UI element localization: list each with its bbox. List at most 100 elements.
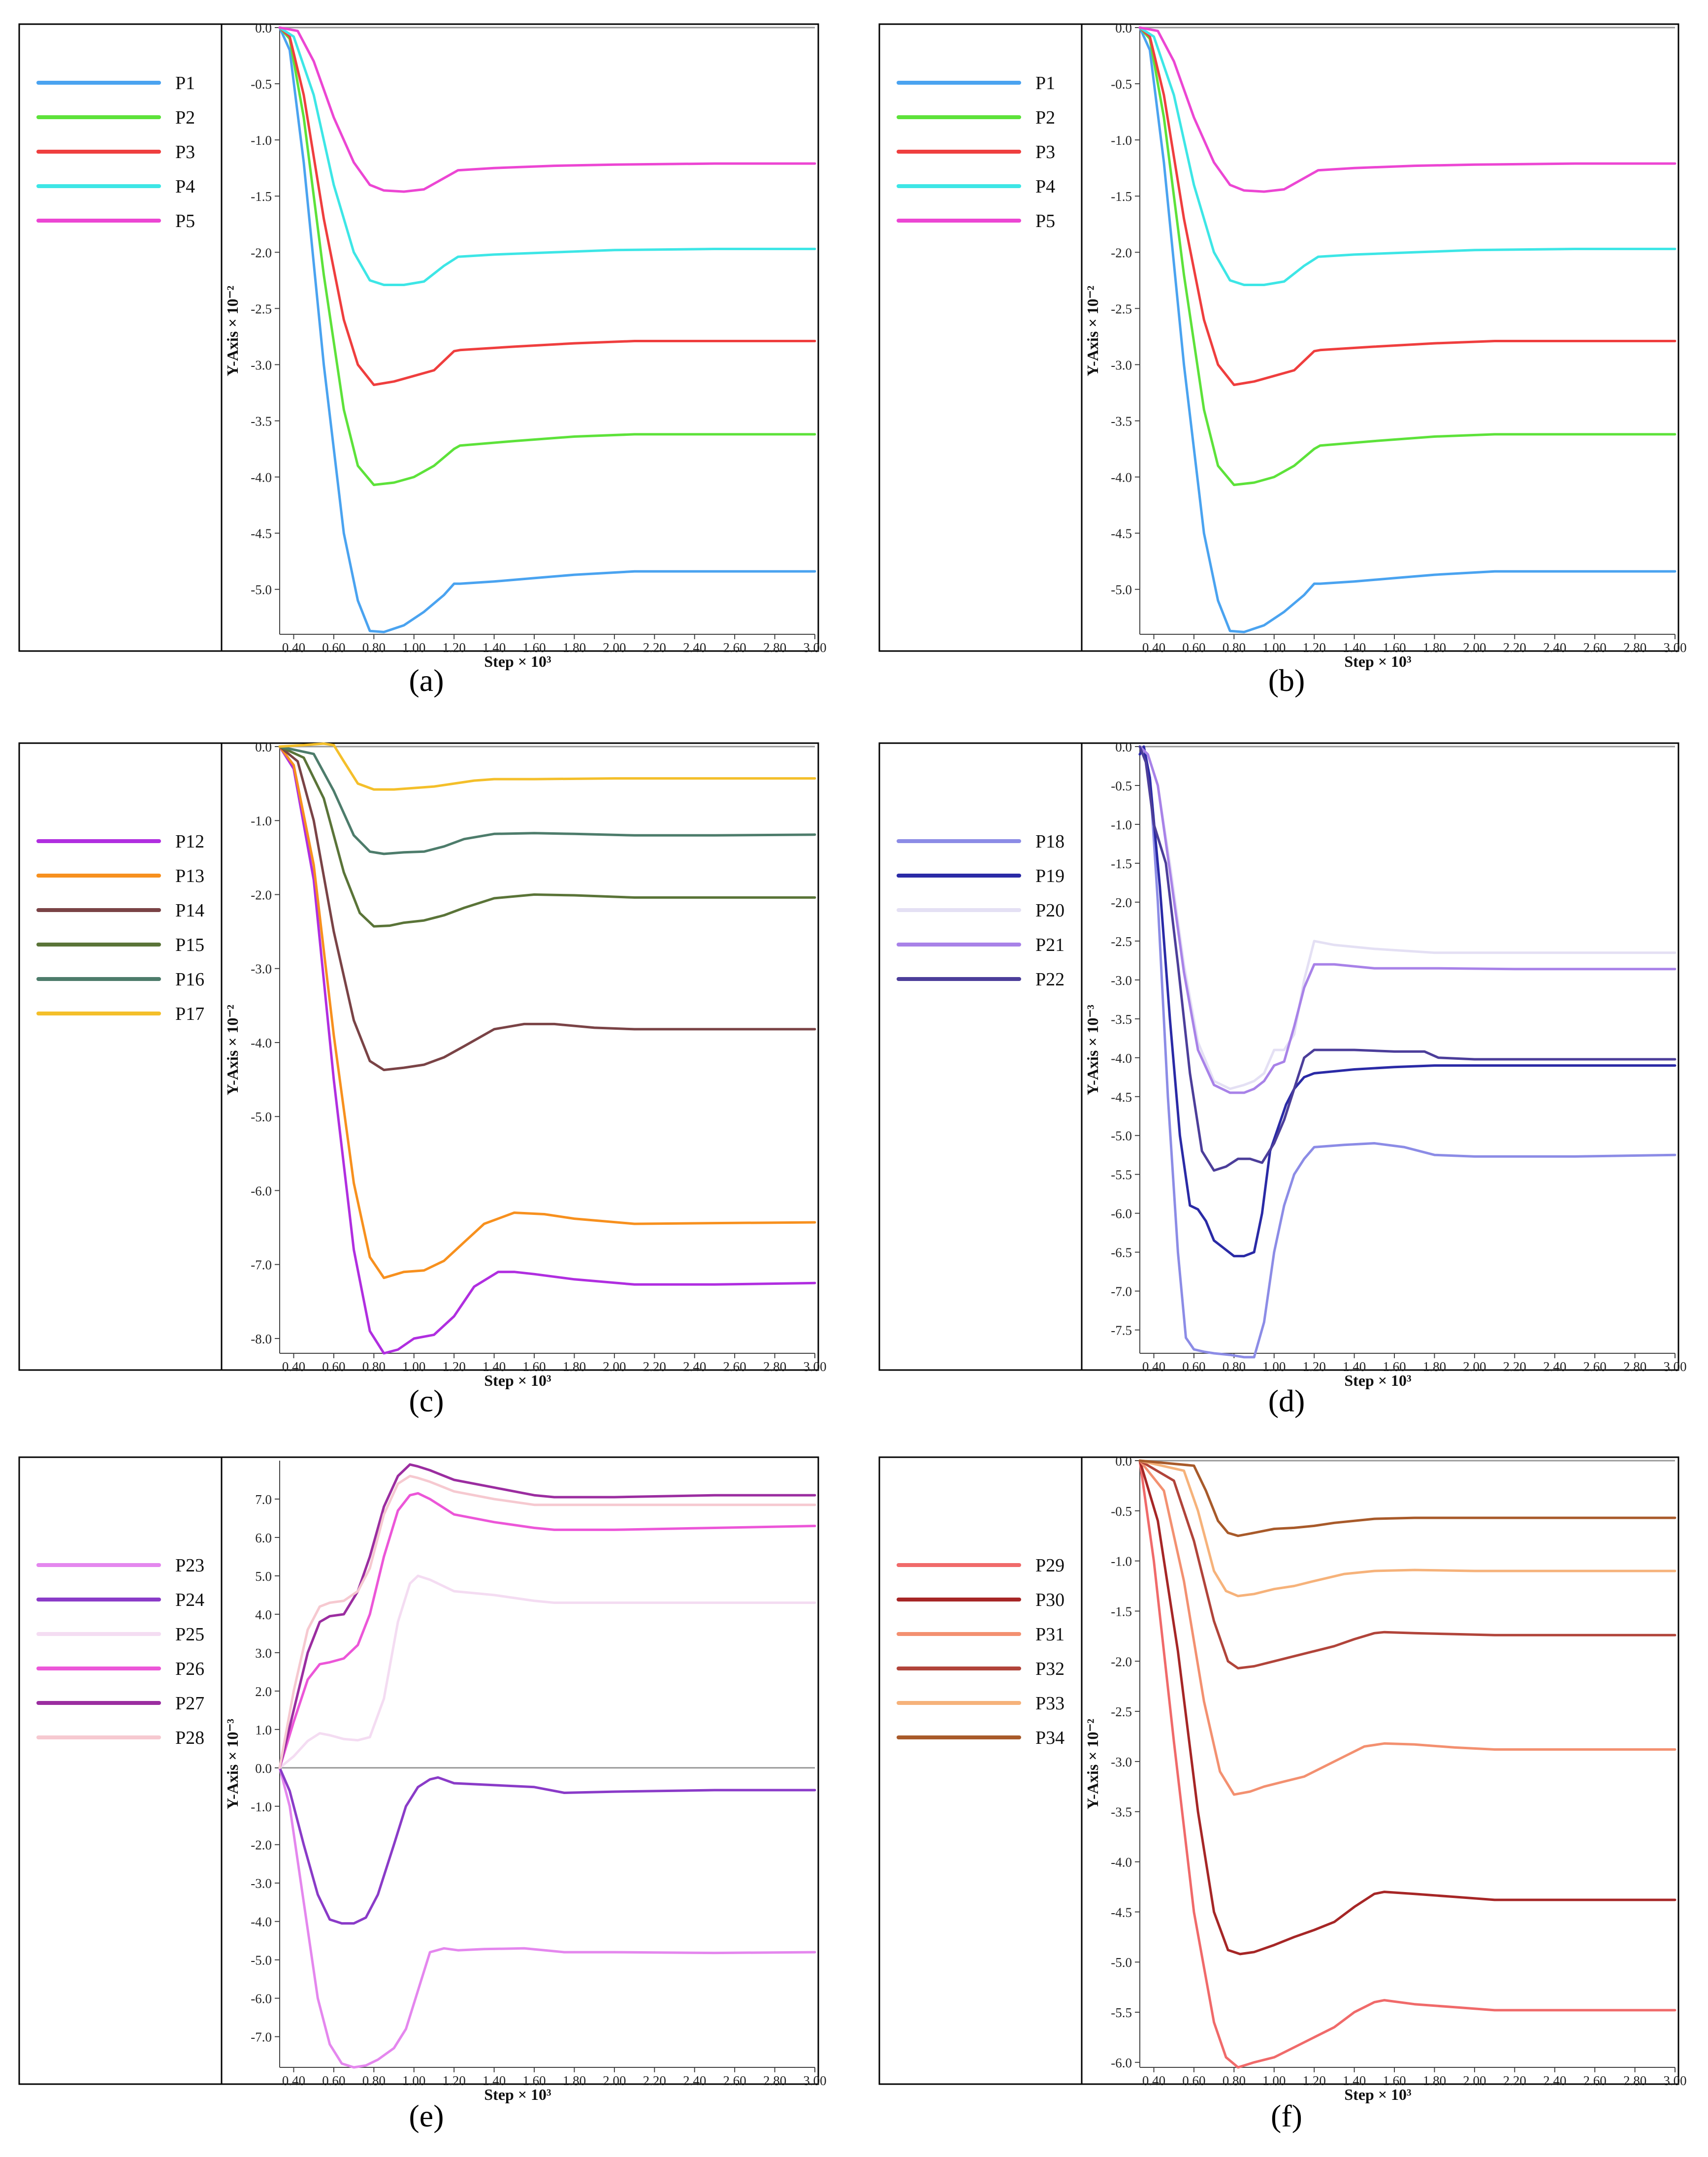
chart-d-ytick-label: -2.5 bbox=[1111, 934, 1132, 949]
chart-b-ytick-label: -5.0 bbox=[1111, 583, 1132, 597]
chart-c-series-p12 bbox=[278, 745, 816, 1355]
chart-b-xtick-label: 3.00 bbox=[1663, 640, 1686, 655]
chart-e-ytick-label: 2.0 bbox=[255, 1684, 272, 1699]
chart-a-ytick-label: -1.0 bbox=[251, 133, 272, 148]
chart-d-xtick-label: 2.40 bbox=[1543, 1359, 1566, 1374]
chart-d-xtick-label: 1.80 bbox=[1423, 1359, 1446, 1374]
chart-b-series-p1 bbox=[1138, 26, 1676, 633]
chart-b-ytick-label: -1.5 bbox=[1111, 189, 1132, 204]
chart-d-ytick-label: -0.5 bbox=[1111, 779, 1132, 793]
chart-a-ytick-label: -4.0 bbox=[251, 470, 272, 485]
chart-c-series-p14 bbox=[278, 745, 816, 1072]
chart-f-ytick-label: 0.0 bbox=[1115, 1454, 1132, 1469]
chart-c-xtick-label: 2.80 bbox=[763, 1359, 786, 1374]
chart-d-ytick-label: -1.0 bbox=[1111, 817, 1132, 832]
chart-b-xtick-label: 0.80 bbox=[1223, 640, 1246, 655]
chart-e-ytick-label: -5.0 bbox=[251, 1953, 272, 1968]
chart-c-ytick-label: -8.0 bbox=[251, 1332, 272, 1346]
chart-f-svg: 0.40 0.60 0.80 1.00 1.20 1.40 1.60 1.80 2.00 2.20… bbox=[878, 1454, 1687, 2103]
chart-b-frame bbox=[878, 23, 1679, 652]
chart-a-ytick-label: -3.0 bbox=[251, 358, 272, 372]
chart-d-xtick-label: 0.80 bbox=[1223, 1359, 1246, 1374]
chart-f-xtick-label: 1.40 bbox=[1343, 2073, 1366, 2088]
chart-a-legend-label-p5: P5 bbox=[175, 211, 195, 231]
chart-b-xtick-label: 1.60 bbox=[1383, 640, 1406, 655]
chart-e-xtick-label: 1.40 bbox=[483, 2073, 506, 2088]
chart-c-ytick-label: -6.0 bbox=[251, 1183, 272, 1198]
chart-c-legend-label-p16: P16 bbox=[175, 969, 204, 990]
chart-a-series-p1 bbox=[278, 26, 816, 633]
chart-b-xtick-label: 1.20 bbox=[1303, 640, 1326, 655]
chart-a-ytick-label: -1.5 bbox=[251, 189, 272, 204]
chart-d-xtick-label: 0.60 bbox=[1182, 1359, 1205, 1374]
chart-e-svg: 0.40 0.60 0.80 1.00 1.20 1.40 1.60 1.80 2.00 2.20… bbox=[18, 1456, 827, 2103]
chart-c-legend-label-p14: P14 bbox=[175, 900, 204, 921]
chart-a-ylabel: Y-Axis × 10⁻² bbox=[224, 286, 241, 376]
chart-f-ytick-label: -5.5 bbox=[1111, 2005, 1132, 2020]
chart-b-xtick-label: 0.40 bbox=[1142, 640, 1165, 655]
chart-b-legend-label-p2: P2 bbox=[1035, 107, 1055, 128]
chart-e-xtick-label: 2.00 bbox=[603, 2073, 626, 2088]
chart-f-series-p29 bbox=[1138, 1459, 1676, 2069]
chart-c-xtick-label: 1.60 bbox=[522, 1359, 546, 1374]
chart-b-ytick-label: -3.0 bbox=[1111, 358, 1132, 372]
chart-f-frame bbox=[878, 1456, 1679, 2085]
caption-d: (d) bbox=[1268, 1383, 1305, 1418]
chart-f-ytick-label: -2.0 bbox=[1111, 1654, 1132, 1669]
chart-f-xtick-label: 2.20 bbox=[1503, 2073, 1526, 2088]
chart-b-series-p4 bbox=[1138, 26, 1676, 286]
chart-f-ytick-label: -0.5 bbox=[1111, 1504, 1132, 1519]
chart-a-ytick-label: -2.5 bbox=[251, 301, 272, 316]
chart-b-xlabel: Step × 10³ bbox=[1344, 653, 1411, 670]
chart-e-xtick-label: 3.00 bbox=[803, 2073, 826, 2088]
chart-e-ytick-label: -3.0 bbox=[251, 1876, 272, 1891]
chart-a-svg: 0.40 0.60 0.80 1.00 1.20 1.40 1.60 1.80 2.00 2.20… bbox=[18, 21, 827, 670]
chart-e-legend-label-p28: P28 bbox=[175, 1728, 204, 1748]
chart-d-ytick-label: -3.5 bbox=[1111, 1012, 1132, 1027]
chart-c-frame bbox=[18, 742, 819, 1371]
chart-a-legend-label-p2: P2 bbox=[175, 107, 195, 128]
chart-c-series-p16 bbox=[278, 745, 816, 855]
chart-a-ytick-label: 0.0 bbox=[255, 21, 272, 35]
chart-e-xtick-label: 1.80 bbox=[563, 2073, 586, 2088]
chart-f-series-p31 bbox=[1138, 1459, 1676, 1796]
chart-a-ytick-label: -5.0 bbox=[251, 583, 272, 597]
chart-a-legend-label-p3: P3 bbox=[175, 142, 195, 163]
chart-d-xtick-label: 2.00 bbox=[1463, 1359, 1486, 1374]
chart-a-legend-label-p4: P4 bbox=[175, 176, 195, 197]
chart-f-ytick-label: -3.0 bbox=[1111, 1755, 1132, 1769]
chart-f-xlabel: Step × 10³ bbox=[1344, 2086, 1411, 2103]
chart-e-series-p24 bbox=[278, 1766, 816, 1925]
chart-d-ytick-label: -2.0 bbox=[1111, 895, 1132, 910]
chart-a-series-p5 bbox=[278, 26, 816, 193]
chart-e-legend-label-p23: P23 bbox=[175, 1555, 204, 1576]
chart-d-series-p22 bbox=[1138, 745, 1676, 1172]
chart-f-xtick-label: 1.00 bbox=[1262, 2073, 1286, 2088]
chart-f-xtick-label: 2.60 bbox=[1583, 2073, 1607, 2088]
chart-b-legend-label-p3: P3 bbox=[1035, 142, 1055, 163]
chart-e-xtick-label: 0.40 bbox=[282, 2073, 305, 2088]
chart-b-xtick-label: 2.20 bbox=[1503, 640, 1526, 655]
chart-a-xtick-label: 2.20 bbox=[643, 640, 666, 655]
chart-b-xtick-label: 2.80 bbox=[1623, 640, 1646, 655]
chart-e-legend-label-p27: P27 bbox=[175, 1693, 204, 1714]
chart-a-xtick-label: 1.20 bbox=[443, 640, 466, 655]
chart-e-ytick-label: -2.0 bbox=[251, 1838, 272, 1853]
chart-a-xtick-label: 1.80 bbox=[563, 640, 586, 655]
chart-d-xlabel: Step × 10³ bbox=[1344, 1372, 1411, 1389]
chart-b-ytick-label: -0.5 bbox=[1111, 77, 1132, 92]
chart-e-series-p23 bbox=[278, 1766, 816, 2069]
caption-f: (f) bbox=[1271, 2098, 1302, 2133]
chart-f-legend-label-p30: P30 bbox=[1035, 1590, 1064, 1610]
chart-f-ytick-label: -4.0 bbox=[1111, 1855, 1132, 1870]
chart-f-xtick-label: 2.40 bbox=[1543, 2073, 1566, 2088]
chart-f-legend-label-p31: P31 bbox=[1035, 1624, 1064, 1645]
chart-c-series-p17 bbox=[278, 742, 816, 791]
chart-f-series-p30 bbox=[1138, 1459, 1676, 1956]
chart-d-xtick-label: 1.20 bbox=[1303, 1359, 1326, 1374]
chart-c-series-p13 bbox=[278, 745, 816, 1279]
chart-f-ylabel: Y-Axis × 10⁻² bbox=[1084, 1719, 1101, 1809]
chart-b-xtick-label: 1.00 bbox=[1262, 640, 1286, 655]
chart-a-xtick-label: 2.40 bbox=[683, 640, 706, 655]
chart-d-ytick-label: 0.0 bbox=[1115, 740, 1132, 754]
